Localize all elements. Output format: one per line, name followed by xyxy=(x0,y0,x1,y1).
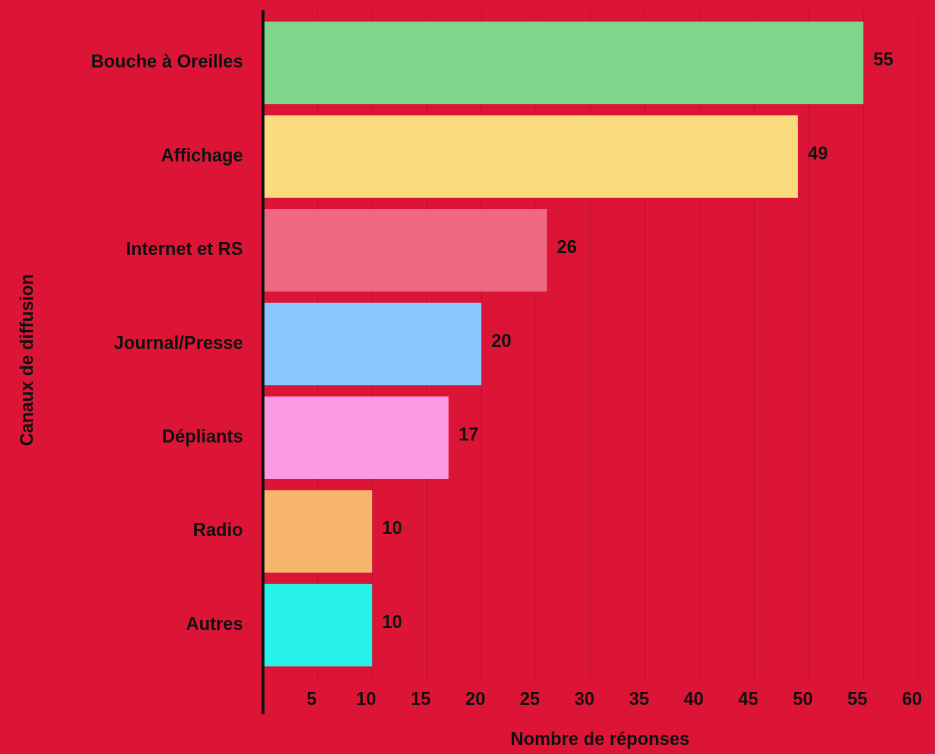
x-tick-label: 55 xyxy=(847,689,867,709)
x-tick-label: 45 xyxy=(738,689,758,709)
value-label: 10 xyxy=(382,612,402,632)
x-tick-label: 30 xyxy=(574,689,594,709)
bar xyxy=(263,115,798,198)
bar xyxy=(263,396,449,479)
y-tick-label: Internet et RS xyxy=(126,239,243,259)
value-label: 17 xyxy=(459,424,479,444)
bar xyxy=(263,209,547,292)
value-label: 49 xyxy=(808,143,828,163)
x-tick-label: 20 xyxy=(465,689,485,709)
bar xyxy=(263,490,373,573)
x-tick-label: 60 xyxy=(902,689,922,709)
x-tick-label: 35 xyxy=(629,689,649,709)
x-tick-label: 50 xyxy=(793,689,813,709)
y-tick-label: Affichage xyxy=(161,145,243,165)
x-tick-label: 5 xyxy=(307,689,317,709)
bar xyxy=(263,583,373,667)
value-label: 26 xyxy=(557,237,577,257)
value-label: 20 xyxy=(491,331,511,351)
x-tick-label: 15 xyxy=(411,689,431,709)
value-label: 10 xyxy=(382,518,402,538)
bar xyxy=(263,302,482,386)
x-tick-label: 25 xyxy=(520,689,540,709)
x-tick-label: 40 xyxy=(684,689,704,709)
y-tick-label: Dépliants xyxy=(162,426,243,446)
bar xyxy=(263,21,864,105)
y-tick-label: Autres xyxy=(186,614,243,634)
y-axis-label: Canaux de diffusion xyxy=(17,274,37,446)
y-tick-label: Radio xyxy=(193,520,243,540)
y-tick-label: Journal/Presse xyxy=(114,333,243,353)
x-axis-label: Nombre de réponses xyxy=(510,729,689,749)
x-tick-label: 10 xyxy=(356,689,376,709)
value-label: 55 xyxy=(873,50,893,70)
y-tick-label: Bouche à Oreilles xyxy=(91,52,243,72)
